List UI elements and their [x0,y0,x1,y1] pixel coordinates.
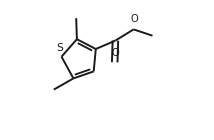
Text: O: O [130,14,138,24]
Text: O: O [111,48,119,58]
Text: S: S [57,43,64,53]
